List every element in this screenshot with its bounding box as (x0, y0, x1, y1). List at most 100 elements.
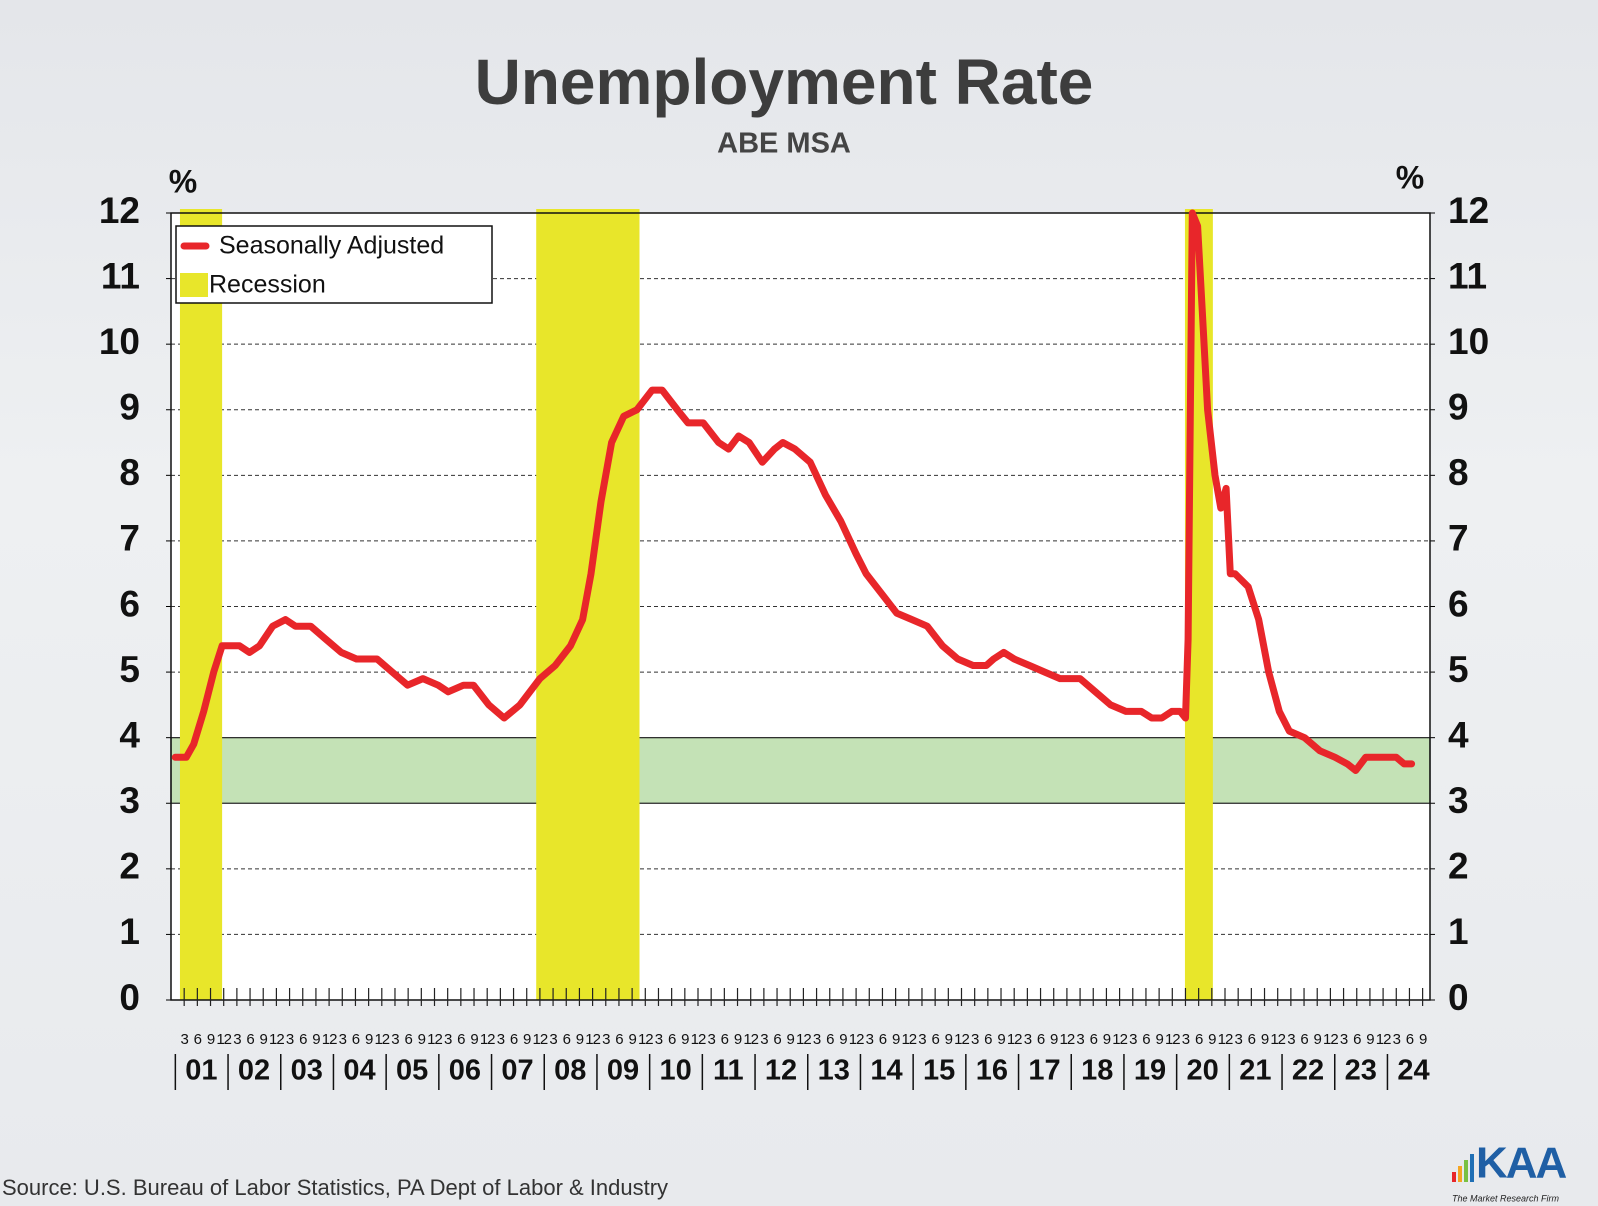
x-minor-tick-label: 6 (668, 1031, 676, 1048)
x-minor-tick-label: 3 (813, 1031, 821, 1048)
x-tick-label: 18 (1081, 1055, 1113, 1087)
y-tick-label: 7 (119, 518, 140, 559)
x-minor-tick-label: 9 (1050, 1031, 1058, 1048)
x-tick-label: 13 (818, 1055, 850, 1087)
x-minor-tick-label: 6 (194, 1031, 202, 1048)
y2-tick-label: 2 (1448, 846, 1469, 887)
x-minor-tick-label: 12 (374, 1031, 389, 1048)
x-minor-tick-label: 9 (260, 1031, 268, 1048)
x-tick-label: 22 (1292, 1055, 1324, 1087)
y-tick-label: 11 (101, 255, 140, 296)
x-minor-tick-label: 12 (1112, 1031, 1127, 1048)
x-minor-tick-label: 12 (480, 1031, 495, 1048)
x-minor-tick-label: 6 (615, 1031, 623, 1048)
x-minor-tick-label: 12 (743, 1031, 758, 1048)
y-tick-label: 12 (99, 190, 140, 231)
logo: KAA The Market Research Firm (1452, 1139, 1569, 1203)
y-tick-label: 1 (119, 911, 140, 952)
x-tick-label: 17 (1028, 1055, 1060, 1087)
x-minor-tick-label: 9 (207, 1031, 215, 1048)
x-minor-tick-label: 3 (233, 1031, 241, 1048)
legend-swatch (180, 273, 208, 297)
x-minor-tick-label: 12 (1007, 1031, 1022, 1048)
y2-tick-label: 12 (1448, 190, 1489, 231)
x-minor-tick-label: 3 (918, 1031, 926, 1048)
x-minor-tick-label: 6 (1353, 1031, 1361, 1048)
x-minor-tick-label: 9 (1419, 1031, 1427, 1048)
x-minor-tick-label: 6 (563, 1031, 571, 1048)
x-tick-label: 03 (291, 1055, 323, 1087)
y2-tick-label: 3 (1448, 780, 1469, 821)
x-minor-tick-label: 6 (457, 1031, 465, 1048)
x-minor-tick-label: 9 (1366, 1031, 1374, 1048)
x-minor-tick-label: 3 (602, 1031, 610, 1048)
x-minor-tick-label: 12 (691, 1031, 706, 1048)
x-minor-tick-label: 3 (655, 1031, 663, 1048)
logo-bar (1452, 1172, 1456, 1182)
x-tick-label: 23 (1345, 1055, 1377, 1087)
x-minor-tick-label: 3 (971, 1031, 979, 1048)
x-minor-tick-label: 9 (576, 1031, 584, 1048)
plot-area (171, 213, 1430, 1000)
x-minor-tick-label: 12 (427, 1031, 442, 1048)
x-minor-tick-label: 6 (1300, 1031, 1308, 1048)
x-minor-tick-label: 12 (1270, 1031, 1285, 1048)
chart-subtitle: ABE MSA (717, 128, 851, 160)
x-minor-tick-label: 9 (787, 1031, 795, 1048)
x-minor-tick-label: 9 (839, 1031, 847, 1048)
x-tick-label: 04 (343, 1055, 375, 1087)
x-minor-tick-label: 3 (339, 1031, 347, 1048)
x-minor-tick-label: 3 (1287, 1031, 1295, 1048)
x-minor-tick-label: 12 (1060, 1031, 1075, 1048)
y2-tick-label: 9 (1448, 387, 1469, 428)
x-minor-tick-label: 12 (849, 1031, 864, 1048)
x-minor-tick-label: 6 (931, 1031, 939, 1048)
logo-text: KAA (1476, 1139, 1567, 1188)
x-minor-tick-label: 9 (997, 1031, 1005, 1048)
legend-label: Seasonally Adjusted (219, 232, 444, 260)
x-tick-label: 19 (1134, 1055, 1166, 1087)
x-minor-tick-label: 9 (1155, 1031, 1163, 1048)
x-minor-tick-label: 9 (681, 1031, 689, 1048)
x-minor-tick-label: 9 (1314, 1031, 1322, 1048)
x-tick-label: 15 (923, 1055, 955, 1087)
x-minor-tick-label: 3 (866, 1031, 874, 1048)
y-tick-label: 9 (119, 387, 140, 428)
x-minor-tick-label: 6 (984, 1031, 992, 1048)
y-tick-label: 2 (119, 846, 140, 887)
x-minor-tick-label: 6 (879, 1031, 887, 1048)
x-minor-tick-label: 6 (721, 1031, 729, 1048)
y-tick-label: 8 (119, 452, 140, 493)
x-tick-label: 07 (501, 1055, 533, 1087)
x-minor-tick-label: 9 (523, 1031, 531, 1048)
x-minor-tick-label: 3 (444, 1031, 452, 1048)
x-minor-tick-label: 12 (585, 1031, 600, 1048)
logo-tagline: The Market Research Firm (1452, 1193, 1560, 1203)
x-minor-tick-label: 6 (246, 1031, 254, 1048)
y-unit-label: % (169, 163, 197, 199)
y-tick-label: 3 (119, 780, 140, 821)
legend-box (175, 225, 493, 304)
band (170, 737, 1431, 804)
x-tick-label: 24 (1397, 1055, 1429, 1087)
x-minor-tick-label: 6 (1195, 1031, 1203, 1048)
x-tick-label: 10 (660, 1055, 692, 1087)
y2-tick-label: 5 (1448, 649, 1469, 690)
x-minor-tick-label: 3 (708, 1031, 716, 1048)
x-tick-label: 01 (185, 1055, 217, 1087)
x-minor-tick-label: 6 (1248, 1031, 1256, 1048)
x-minor-tick-label: 6 (773, 1031, 781, 1048)
x-minor-tick-label: 6 (1090, 1031, 1098, 1048)
x-minor-tick-label: 3 (1129, 1031, 1137, 1048)
data-line (171, 209, 1416, 774)
x-minor-tick-label: 9 (312, 1031, 320, 1048)
x-minor-tick-label: 9 (892, 1031, 900, 1048)
x-minor-tick-label: 3 (760, 1031, 768, 1048)
x-tick-label: 21 (1239, 1055, 1271, 1087)
x-tick-label: 14 (870, 1055, 902, 1087)
x-minor-tick-label: 12 (322, 1031, 337, 1048)
x-minor-tick-label: 3 (1076, 1031, 1084, 1048)
x-minor-tick-label: 3 (1024, 1031, 1032, 1048)
x-minor-tick-label: 9 (628, 1031, 636, 1048)
